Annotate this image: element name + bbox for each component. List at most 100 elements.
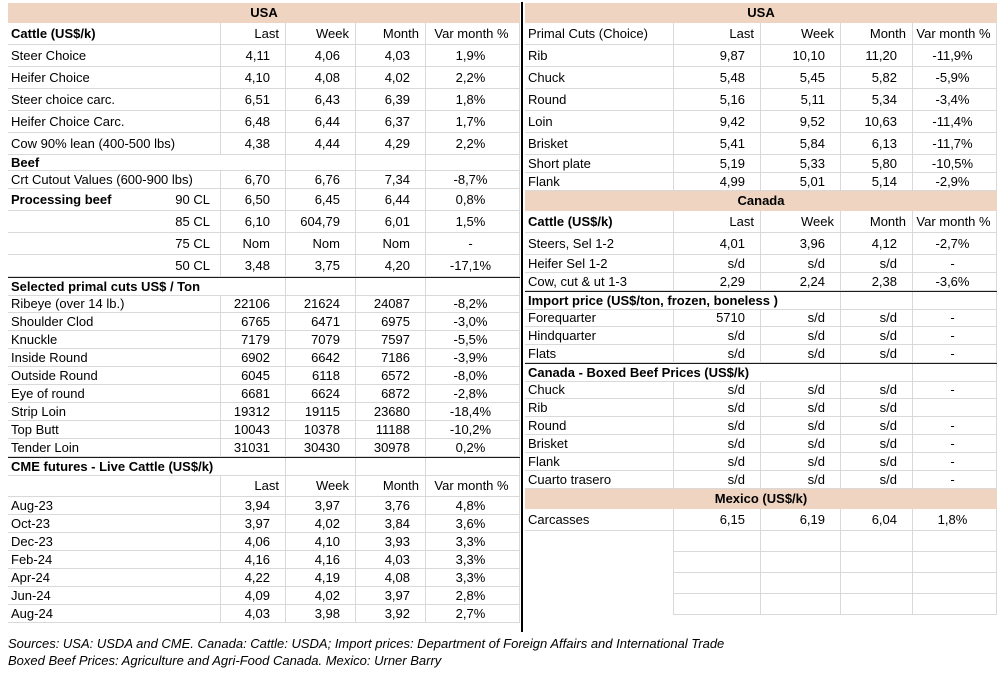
empty-value-cell xyxy=(673,531,760,552)
table-row: Cow 90% lean (400-500 lbs) 4,38 4,44 4,29 2,… xyxy=(8,133,520,155)
value-cell: 4,44 xyxy=(285,133,355,155)
value-cell: 4,10 xyxy=(285,533,355,551)
value-cell: 4,09 xyxy=(220,587,285,605)
value-cell: 6,51 xyxy=(220,89,285,111)
table-row: Cattle (US$/k) Last Week Month Var month % xyxy=(8,23,520,45)
left-price-table: USA Cattle (US$/k) Last Week Month Var month … xyxy=(8,3,520,623)
row-label: Rib xyxy=(525,45,673,67)
row-label: 85 CL xyxy=(8,211,220,233)
table-row: Steer Choice 4,11 4,06 4,03 1,9% xyxy=(8,45,520,67)
empty-value-cell xyxy=(673,594,760,615)
table-row xyxy=(525,531,997,552)
table-row: Chuck s/d s/d s/d - xyxy=(525,381,997,399)
table-row xyxy=(525,573,997,594)
region-band-label: USA xyxy=(250,5,278,20)
table-row: Feb-24 4,16 4,16 4,03 3,3% xyxy=(8,551,520,569)
value-cell: 5,33 xyxy=(760,155,840,173)
value-cell: -3,4% xyxy=(912,89,997,111)
value-cell: s/d xyxy=(760,453,840,471)
table-row: Jun-24 4,09 4,02 3,97 2,8% xyxy=(8,587,520,605)
empty-value-cell xyxy=(425,155,520,171)
value-cell: 5,14 xyxy=(840,173,912,191)
section-label: Selected primal cuts US$ / Ton xyxy=(8,278,285,296)
value-cell: s/d xyxy=(840,417,912,435)
value-cell: 4,29 xyxy=(355,133,425,155)
table-row: Rib s/d s/d s/d xyxy=(525,399,997,417)
value-cell: 7,34 xyxy=(355,171,425,189)
value-cell: s/d xyxy=(760,255,840,273)
table-row: Aug-24 4,03 3,98 3,92 2,7% xyxy=(8,605,520,623)
value-cell: 10043 xyxy=(220,421,285,439)
value-cell: -3,9% xyxy=(425,349,520,367)
table-row: Short plate 5,19 5,33 5,80 -10,5% xyxy=(525,155,997,173)
value-cell: 2,38 xyxy=(840,273,912,291)
row-label: Oct-23 xyxy=(8,515,220,533)
row-label: Aug-24 xyxy=(8,605,220,623)
column-header: Month xyxy=(840,23,912,45)
value-cell: s/d xyxy=(673,453,760,471)
row-label: Heifer Choice xyxy=(8,67,220,89)
value-cell: 4,03 xyxy=(355,45,425,67)
value-cell: 4,20 xyxy=(355,255,425,277)
value-cell: s/d xyxy=(840,435,912,453)
row-label: Rib xyxy=(525,399,673,417)
value-cell: 5,80 xyxy=(840,155,912,173)
value-cell xyxy=(912,399,997,417)
value-cell: 4,02 xyxy=(285,587,355,605)
value-cell: s/d xyxy=(840,399,912,417)
row-label: Cow, cut & ut 1-3 xyxy=(525,273,673,291)
row-label: Inside Round xyxy=(8,349,220,367)
value-cell: -11,7% xyxy=(912,133,997,155)
value-cell: 30978 xyxy=(355,439,425,457)
row-label: Flats xyxy=(525,345,673,363)
value-cell: - xyxy=(912,453,997,471)
table-row: Ribeye (over 14 lb.) 22106 21624 24087 -8,2% xyxy=(8,295,520,313)
value-cell: 3,75 xyxy=(285,255,355,277)
empty-value-cell xyxy=(912,552,997,573)
value-cell: 1,8% xyxy=(912,509,997,531)
empty-value-cell xyxy=(840,573,912,594)
empty-value-cell xyxy=(840,531,912,552)
table-row: Primal Cuts (Choice) Last Week Month Var mon… xyxy=(525,23,997,45)
row-label: Loin xyxy=(525,111,673,133)
value-cell: 6,37 xyxy=(355,111,425,133)
table-row: Knuckle 7179 7079 7597 -5,5% xyxy=(8,331,520,349)
value-cell: s/d xyxy=(840,255,912,273)
value-cell: s/d xyxy=(840,471,912,489)
value-cell: 3,97 xyxy=(220,515,285,533)
table-row: Flank 4,99 5,01 5,14 -2,9% xyxy=(525,173,997,191)
value-cell: 2,24 xyxy=(760,273,840,291)
value-cell: 6,13 xyxy=(840,133,912,155)
empty-value-cell xyxy=(912,531,997,552)
value-cell: s/d xyxy=(840,327,912,345)
value-cell: 6642 xyxy=(285,349,355,367)
value-cell: -8,7% xyxy=(425,171,520,189)
value-cell: s/d xyxy=(760,309,840,327)
value-cell: 6,48 xyxy=(220,111,285,133)
value-cell: s/d xyxy=(673,399,760,417)
value-cell: 6471 xyxy=(285,313,355,331)
value-cell: 7079 xyxy=(285,331,355,349)
value-cell: 6624 xyxy=(285,385,355,403)
value-cell: -18,4% xyxy=(425,403,520,421)
value-cell: - xyxy=(912,255,997,273)
table-row xyxy=(525,552,997,573)
value-cell: 5,19 xyxy=(673,155,760,173)
value-cell: s/d xyxy=(673,417,760,435)
value-cell: 4,06 xyxy=(285,45,355,67)
region-band-label: Canada xyxy=(737,193,785,208)
right-price-table: USA Primal Cuts (Choice) Last Week Month Var … xyxy=(525,3,997,615)
table-row: Inside Round 6902 6642 7186 -3,9% xyxy=(8,349,520,367)
value-cell: s/d xyxy=(840,345,912,363)
table-row: Heifer Choice Carc. 6,48 6,44 6,37 1,7% xyxy=(8,111,520,133)
table-row: Flats s/d s/d s/d - xyxy=(525,345,997,363)
value-cell: 4,02 xyxy=(355,67,425,89)
row-label: Apr-24 xyxy=(8,569,220,587)
value-cell: 1,8% xyxy=(425,89,520,111)
value-cell: 31031 xyxy=(220,439,285,457)
section-label: Beef xyxy=(8,155,285,171)
empty-value-cell xyxy=(673,573,760,594)
value-cell: 30430 xyxy=(285,439,355,457)
value-cell: 6,15 xyxy=(673,509,760,531)
table-row: Heifer Choice 4,10 4,08 4,02 2,2% xyxy=(8,67,520,89)
